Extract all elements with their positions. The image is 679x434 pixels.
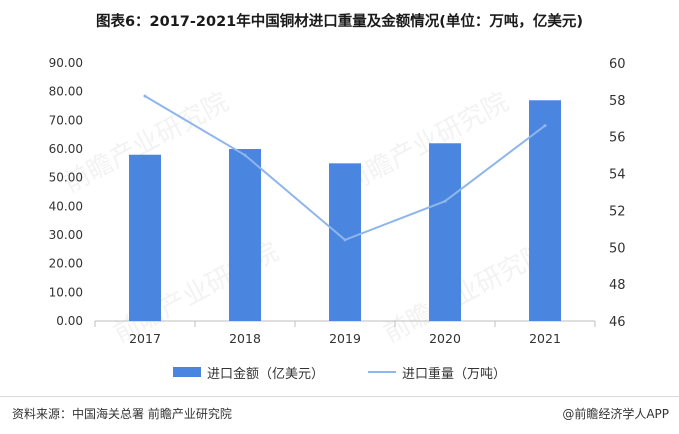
y-right-tick-1: 48 (609, 278, 626, 293)
y-left-tick-1: 10.00 (49, 285, 83, 299)
line-point-2018 (243, 153, 247, 157)
legend-item-line: 进口重量（万吨） (368, 363, 506, 382)
y-right-tick-7: 60 (609, 57, 626, 72)
footer-divider (0, 396, 679, 397)
y-left-tick-6: 60.00 (49, 142, 83, 156)
y-left-tick-2: 20.00 (49, 257, 83, 271)
x-tick-label-2020: 2020 (429, 331, 461, 346)
legend-bar-label: 进口金额（亿美元） (206, 366, 324, 382)
watermark-text-1: 前瞻产业研究院 (339, 87, 514, 199)
line-point-2019 (343, 238, 347, 242)
x-tick-label-2018: 2018 (229, 331, 261, 346)
legend-item-bar: 进口金额（亿美元） (172, 363, 324, 382)
y-left-tick-7: 70.00 (49, 113, 83, 127)
bar-2017 (129, 154, 161, 321)
bar-2018 (229, 149, 261, 321)
y-right-tick-2: 50 (609, 241, 626, 256)
y-left-tick-8: 80.00 (49, 85, 83, 99)
line-point-2021 (543, 124, 547, 128)
y-right-tick-5: 56 (609, 131, 626, 146)
bar-2021 (529, 100, 561, 322)
y-left-tick-9: 90.00 (49, 56, 83, 70)
bar-2019 (329, 163, 361, 321)
legend-line-label: 进口重量（万吨） (402, 366, 507, 382)
line-point-2017 (143, 94, 147, 98)
chart-title: 图表6：2017-2021年中国铜材进口重量及金额情况(单位：万吨，亿美元) (95, 14, 584, 30)
y-right-tick-0: 46 (609, 315, 626, 330)
x-tick-label-2019: 2019 (329, 331, 361, 346)
y-right-tick-3: 52 (609, 204, 626, 219)
bar-2020 (429, 143, 461, 321)
y-right-tick-4: 54 (609, 168, 626, 183)
y-right-tick-6: 58 (609, 94, 626, 109)
legend: 进口金额（亿美元） 进口重量（万吨） (0, 362, 679, 382)
y-left-tick-5: 50.00 (49, 171, 83, 185)
x-tick-label-2017: 2017 (129, 331, 161, 346)
line-point-2020 (443, 199, 447, 203)
y-left-tick-3: 30.00 (49, 228, 83, 242)
brand-credit: @前瞻经济学人APP (562, 407, 669, 421)
legend-bar-swatch (172, 367, 201, 377)
y-left-tick-4: 40.00 (49, 199, 83, 213)
x-tick-label-2021: 2021 (529, 331, 561, 346)
source-note: 资料来源：中国海关总署 前瞻产业研究院 (12, 407, 232, 421)
watermark-text-3: 前瞻产业研究院 (379, 237, 554, 349)
y-left-tick-0: 0.00 (56, 314, 83, 328)
legend-line-swatch (368, 371, 396, 373)
